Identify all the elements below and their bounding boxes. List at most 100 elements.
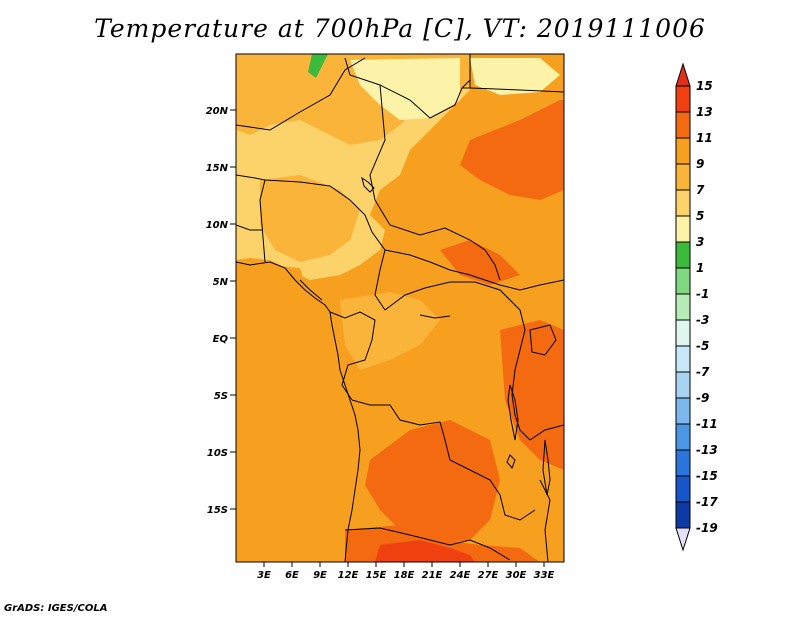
colorbar-label: -3 (696, 313, 709, 327)
colorbar-swatch (675, 85, 691, 113)
lon-label-9e: 9E (313, 570, 327, 581)
lat-label-10n: 10N (206, 220, 229, 231)
colorbar-label: -9 (696, 391, 709, 405)
chad-border (369, 84, 501, 281)
colorbar-swatch (675, 397, 691, 425)
lon-label-27e: 27E (478, 570, 499, 581)
colorbar-swatch (675, 475, 691, 503)
colorbar: 15 13 11 9 7 5 3 1 -1 -3 -5 -7 -9 -11 -13 -15 -17 -19 (675, 62, 718, 552)
sudan-border (462, 87, 564, 93)
colorbar-swatch (675, 267, 691, 295)
lat-label-eq: EQ (213, 334, 229, 345)
latitude-axis: 20N 15N 10N 5N EQ 5S 10S 15S (206, 106, 236, 516)
libya-border (344, 54, 471, 119)
colorbar-swatch (675, 449, 691, 477)
lon-label-33e: 33E (534, 570, 555, 581)
colorbar-swatch (675, 163, 691, 191)
lake-malawi (542, 439, 551, 496)
temp-zone-ocean-west (236, 262, 355, 562)
temp-zone-3-5-small (470, 58, 560, 95)
colorbar-label: 13 (696, 105, 713, 119)
lake-victoria (529, 324, 557, 356)
temp-zone-7-9-central (260, 175, 360, 262)
lat-label-5s: 5S (214, 391, 228, 402)
colorbar-swatch (675, 345, 691, 373)
colorbar-swatch (675, 111, 691, 139)
lon-label-18e: 18E (394, 570, 415, 581)
cameroon-border (299, 279, 323, 301)
east-africa-border (519, 279, 564, 291)
lat-label-20n: 20N (206, 106, 229, 117)
lon-label-3e: 3E (257, 570, 271, 581)
zambia-border (449, 459, 536, 521)
colorbar-swatch (675, 293, 691, 321)
country-borders (236, 54, 564, 562)
temp-zone-1-3 (308, 54, 328, 78)
lat-label-15s: 15S (207, 505, 228, 516)
grads-credit: GrADS: IGES/COLA (4, 603, 108, 614)
colorbar-label: 1 (696, 261, 704, 275)
colorbar-swatch (675, 241, 691, 269)
lakes (361, 176, 557, 496)
colorbar-label: -17 (696, 495, 718, 509)
angola-north-border (351, 399, 451, 461)
chart-title: Temperature at 700hPa [C], VT: 201911100… (94, 14, 706, 43)
colorbar-label: -11 (696, 417, 718, 431)
drc-east-border (511, 329, 531, 441)
colorbar-swatch (675, 189, 691, 217)
lat-label-15n: 15N (206, 163, 229, 174)
lake-tanganyika (507, 384, 519, 441)
temp-zone-11-13-sahel (440, 240, 520, 285)
longitude-axis: 3E 6E 9E 12E 15E 18E 21E 24E 27E 30E 33E (257, 562, 555, 581)
lon-label-30e: 30E (506, 570, 527, 581)
temp-zone-11-13-northeast (460, 100, 564, 200)
lon-label-15e: 15E (366, 570, 387, 581)
map-panel (236, 54, 564, 562)
angola-south-border (344, 527, 511, 561)
colorbar-over-triangle (675, 62, 691, 87)
lat-label-10s: 10S (207, 448, 228, 459)
temp-zone-7-9-south (340, 292, 440, 370)
drc-north-border (384, 281, 526, 331)
colorbar-label: -5 (696, 339, 709, 353)
colorbar-label: 11 (696, 131, 713, 145)
lake-chad (361, 176, 375, 193)
colorbar-label: -15 (696, 469, 718, 483)
ivory-coast-border (236, 174, 266, 263)
colorbar-label: -1 (696, 287, 709, 301)
lon-label-12e: 12E (338, 570, 359, 581)
lon-label-24e: 24E (450, 570, 471, 581)
temp-zone-3-5 (350, 58, 460, 120)
colorbar-under-triangle (675, 527, 691, 552)
colorbar-swatch (675, 371, 691, 399)
colorbar-label: 7 (696, 183, 705, 197)
colorbar-swatch (675, 319, 691, 347)
colorbar-label: 5 (696, 209, 704, 223)
colorbar-label: -7 (696, 365, 710, 379)
colorbar-label: 9 (696, 157, 704, 171)
map-frame (235, 53, 565, 563)
colorbar-swatch (675, 215, 691, 243)
lon-label-6e: 6E (285, 570, 299, 581)
nigeria-border (264, 179, 386, 311)
lake-mweru (506, 454, 516, 469)
colorbar-label: -19 (696, 521, 718, 535)
congo-border (329, 311, 376, 401)
mozambique-border (539, 479, 551, 562)
colorbar-label: -13 (696, 443, 718, 457)
temp-zone-13-15 (375, 540, 475, 562)
congo-river (419, 314, 451, 319)
lat-label-5n: 5N (213, 277, 229, 288)
colorbar-label: 3 (696, 235, 704, 249)
temp-zone-11-13-east (500, 320, 564, 470)
temp-zone-11-13-south (365, 420, 500, 545)
colorbar-swatch (675, 423, 691, 451)
colorbar-label: 15 (696, 79, 713, 93)
ghana-border (236, 224, 262, 231)
west-african-coastline (236, 261, 361, 562)
car-border (384, 249, 521, 291)
colorbar-swatch (675, 501, 691, 529)
colorbar-swatch (675, 137, 691, 165)
lon-label-21e: 21E (422, 570, 443, 581)
